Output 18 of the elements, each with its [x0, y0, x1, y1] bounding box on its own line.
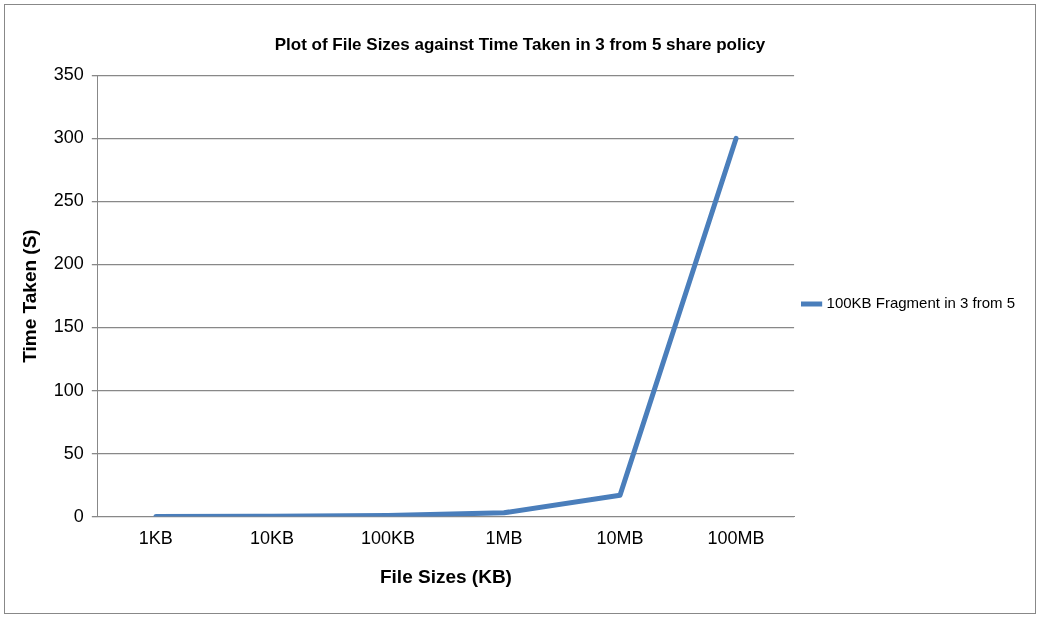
chart-title: Plot of File Sizes against Time Taken in 3 from 5 share policy	[274, 34, 766, 54]
y-tick-label: 100	[53, 379, 84, 400]
y-tick-label: 250	[53, 190, 84, 211]
y-tick-label: 300	[53, 127, 84, 148]
x-tick-label: 10KB	[249, 528, 294, 549]
y-tick-label: 350	[53, 64, 84, 85]
y-tick-label: 200	[53, 253, 84, 274]
legend-label: 100KB Fragment in 3 from 5	[826, 294, 1016, 312]
x-tick-label: 100KB	[360, 528, 415, 549]
y-tick-label: 150	[53, 316, 84, 337]
x-tick-label: 10MB	[596, 528, 644, 549]
y-tick-label: 0	[73, 505, 84, 526]
x-tick-label: 1MB	[485, 528, 523, 549]
x-tick-label: 100MB	[707, 528, 765, 549]
y-tick-label: 50	[63, 442, 84, 463]
x-axis-title: File Sizes (KB)	[379, 565, 512, 587]
y-axis-title: Time Taken (S)	[18, 229, 40, 363]
x-tick-label: 1KB	[138, 528, 173, 549]
